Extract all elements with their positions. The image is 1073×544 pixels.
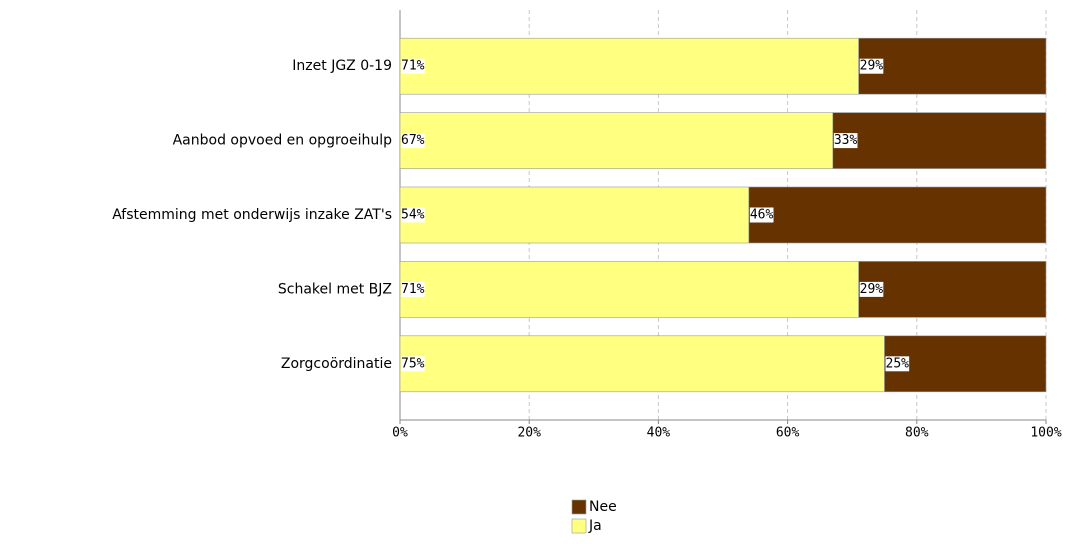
label-bg	[401, 356, 425, 372]
label-bg	[885, 356, 910, 372]
bar-segment	[399, 112, 834, 169]
bar-segment	[748, 186, 1047, 244]
value-label-group: 33%	[833, 133, 858, 149]
value-label: 71%	[401, 59, 425, 74]
value-label-group: 25%	[885, 356, 910, 372]
x-tick-label: 60%	[776, 426, 800, 441]
legend-label: Ja	[588, 518, 602, 534]
value-label: 25%	[886, 356, 910, 371]
label-bg	[401, 207, 425, 223]
bar-segment	[399, 186, 750, 244]
bar-segment	[832, 112, 1047, 169]
bar-segment	[399, 261, 859, 318]
label-bg	[749, 207, 774, 223]
x-tick-label: 100%	[1030, 426, 1061, 441]
bar-segment	[858, 37, 1047, 95]
label-bg	[401, 58, 425, 74]
y-tick-label: Inzet JGZ 0-19	[292, 58, 392, 74]
value-label: 46%	[750, 208, 774, 223]
legend-swatch	[571, 518, 587, 534]
label-bg	[401, 281, 425, 297]
value-label-group: 29%	[859, 281, 884, 297]
y-tick-label: Aanbod opvoed en opgroeihulp	[173, 133, 392, 149]
legend-label: Nee	[589, 499, 617, 515]
bar-segment	[399, 37, 859, 95]
x-tick-label: 0%	[392, 426, 408, 441]
value-label-group: 75%	[401, 356, 425, 372]
legend-swatch	[571, 499, 587, 515]
y-tick-label: Zorgcoördinatie	[281, 356, 392, 372]
bar-segment	[399, 335, 885, 393]
x-tick-label: 20%	[517, 426, 541, 441]
value-label-group: 46%	[749, 207, 774, 223]
label-bg	[401, 133, 425, 149]
label-bg	[833, 133, 858, 149]
x-tick-label: 40%	[647, 426, 671, 441]
value-label: 67%	[401, 133, 425, 148]
value-label-group: 29%	[859, 58, 884, 74]
value-label: 29%	[860, 282, 884, 297]
y-tick-label: Afstemming met onderwijs inzake ZAT's	[112, 207, 392, 223]
bar-segment	[884, 335, 1047, 393]
y-tick-label: Schakel met BJZ	[278, 281, 392, 297]
value-label-group: 71%	[401, 58, 425, 74]
value-label: 29%	[860, 59, 884, 74]
x-tick-label: 80%	[905, 426, 929, 441]
label-bg	[859, 58, 884, 74]
value-label-group: 54%	[401, 207, 425, 223]
value-label: 75%	[401, 356, 425, 371]
value-label-group: 67%	[401, 133, 425, 149]
value-label-group: 71%	[401, 281, 425, 297]
value-label: 33%	[834, 133, 858, 148]
bar-segment	[858, 261, 1047, 318]
value-label: 54%	[401, 208, 425, 223]
value-label: 71%	[401, 282, 425, 297]
label-bg	[859, 281, 884, 297]
